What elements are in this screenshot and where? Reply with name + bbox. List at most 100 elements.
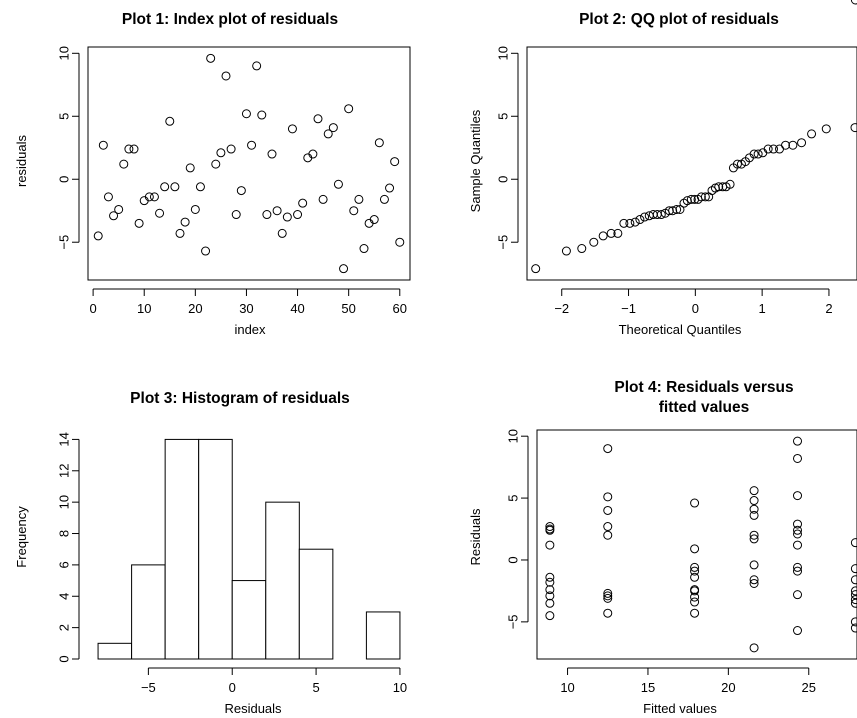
plot-3-histogram-bar: [198, 438, 233, 660]
plot-4-point: [850, 564, 857, 574]
plot-1-point: [287, 124, 297, 134]
plot-1-y-tick-label: 0: [57, 176, 72, 183]
plot-4-point: [793, 436, 803, 446]
plot-1-point: [109, 211, 119, 221]
plot-4-point: [793, 562, 803, 572]
plot-4-point: [690, 562, 700, 572]
plot-1-point: [114, 204, 124, 214]
plot-1-point: [344, 104, 354, 114]
plot-1-y-tick-label: 5: [57, 113, 72, 120]
plot-2-point: [598, 231, 608, 241]
plot-3-histogram-bar: [298, 548, 334, 660]
plot-1-point: [369, 215, 379, 225]
plot-2-y-tick-label: 0: [496, 176, 511, 183]
plot-2-ylabel: Sample Quantiles: [468, 109, 483, 212]
plot-4-y-tick-label: −5: [506, 614, 521, 629]
plot-4-point: [850, 538, 857, 548]
plot-3-histogram-bar: [164, 438, 200, 660]
plot-2-point: [714, 182, 724, 192]
plot-4-point: [545, 611, 555, 621]
plot-3-x-tick-label: 10: [393, 680, 407, 695]
plot-1-point: [236, 186, 246, 196]
plot-1-point: [252, 61, 262, 71]
plot-4-x-tick-label: 25: [802, 680, 816, 695]
plot-1-point: [333, 179, 343, 189]
plot-3-y-tick-label: 12: [57, 464, 72, 478]
plot-4-point: [690, 608, 700, 618]
plot-3-ylabel: Frequency: [14, 506, 29, 568]
plot-1-point: [298, 198, 308, 208]
plot-4-point: [545, 585, 555, 595]
plot-4-frame: [536, 429, 857, 660]
plot-4-point: [850, 598, 857, 608]
plot-4-point: [603, 588, 613, 598]
plot-2-point: [686, 194, 696, 204]
plot-4-point: [545, 577, 555, 587]
plot-4-point: [603, 593, 613, 603]
plot-2-point: [577, 244, 587, 254]
plot-4-point: [749, 560, 759, 570]
plot-2-x-tick-label: 0: [692, 301, 699, 316]
plot-4-point: [690, 498, 700, 508]
plot-1-point: [119, 159, 129, 169]
plot-2-y-tick-label: 10: [496, 46, 511, 60]
plot-2-point: [749, 149, 759, 159]
plot-1-point: [272, 206, 282, 216]
plot-2-point: [763, 144, 773, 154]
plot-2-y-tick-label: −5: [496, 235, 511, 250]
plot-4-point: [749, 496, 759, 506]
plot-1-point: [175, 228, 185, 238]
plot-4-panel: Plot 4: Residuals versus fitted values F…: [468, 0, 857, 716]
plot-1-point: [221, 71, 231, 81]
plot-1-ylabel: residuals: [14, 134, 29, 187]
plot-4-point: [603, 608, 613, 618]
plot-1-x-tick-label: 50: [341, 301, 355, 316]
plot-1-point: [190, 204, 200, 214]
plot-1-x-tick-label: 20: [188, 301, 202, 316]
plot-2-point: [561, 246, 571, 256]
plot-3-x-tick-label: 5: [312, 680, 319, 695]
plot-4-point: [749, 643, 759, 653]
plot-4-x-tick-label: 10: [560, 680, 574, 695]
plot-2-frame: [526, 46, 857, 281]
plot-1-point: [374, 138, 384, 148]
plot-2-point: [664, 206, 674, 216]
plot-1-point: [379, 194, 389, 204]
plot-3-y-tick-label: 6: [57, 561, 72, 568]
plot-1-point: [195, 182, 205, 192]
plot-4-point: [690, 566, 700, 576]
plot-1-point: [155, 208, 165, 218]
plot-2-title: Plot 2: QQ plot of residuals: [579, 11, 779, 28]
plot-1-point: [293, 210, 303, 220]
plot-1-x-tick-label: 10: [137, 301, 151, 316]
plot-2-point: [753, 149, 763, 159]
plot-4-point: [793, 566, 803, 576]
plot-2-point: [531, 264, 541, 274]
plot-2-panel: Plot 2: QQ plot of residuals Theoretical…: [468, 11, 857, 337]
plot-1-x-tick-label: 0: [89, 301, 96, 316]
plot-1-point: [262, 210, 272, 220]
plot-4-point: [603, 444, 613, 454]
plot-3-histogram-bar: [265, 501, 300, 660]
plot-4-point: [603, 492, 613, 502]
plot-1-point: [359, 244, 369, 254]
plot-4-point: [850, 575, 857, 585]
plot-3-histogram-bar: [231, 580, 267, 660]
plot-1-x-tick-label: 40: [290, 301, 304, 316]
plot-1-point: [282, 212, 292, 222]
plot-1-point: [170, 182, 180, 192]
plot-2-point: [788, 140, 798, 150]
plot-1-point: [257, 110, 267, 120]
plot-2-point: [682, 196, 692, 206]
plot-4-ylabel: Residuals: [468, 508, 483, 566]
plot-1-point: [124, 144, 134, 154]
plot-2-point: [635, 215, 645, 225]
plot-2-point: [807, 129, 817, 139]
plot-4-point: [690, 572, 700, 582]
plot-4-x-tick-label: 15: [641, 680, 655, 695]
plot-1-point: [160, 182, 170, 192]
plot-3-histogram-bar: [365, 611, 401, 660]
plot-1-point: [226, 144, 236, 154]
plot-1-point: [206, 53, 216, 63]
plot-4-point: [850, 623, 857, 633]
